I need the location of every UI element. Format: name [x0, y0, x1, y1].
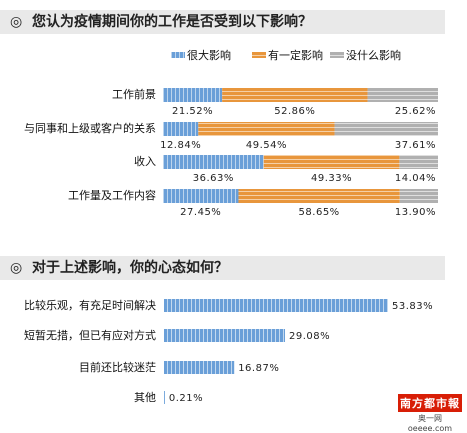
stacked-bar-segment [222, 88, 368, 102]
data-label: 25.62% [395, 106, 436, 117]
category-label: 短暂无措，但已有应对方式 [24, 328, 156, 342]
category-label: 其他 [134, 391, 156, 404]
data-label: 27.45% [180, 207, 221, 218]
data-label: 49.54% [246, 140, 287, 151]
data-label: 37.61% [395, 140, 436, 151]
category-label: 比较乐观，有充足时间解决 [24, 298, 156, 312]
data-label: 21.52% [172, 106, 213, 117]
mindset-bar [164, 299, 388, 312]
section-title-mindset: ◎ 对于上述影响，你的心态如何？ [0, 256, 445, 280]
stacked-bar-segment [334, 122, 438, 136]
data-label: 12.84% [160, 140, 201, 151]
data-label: 36.63% [193, 173, 234, 184]
category-label: 与同事和上级或客户的关系 [24, 121, 156, 135]
legend-label: 很大影响 [187, 48, 231, 62]
stacked-bar-segment [163, 155, 264, 169]
circle-bullet-icon: ◎ [10, 260, 23, 276]
mindset-bar [164, 391, 165, 404]
stacked-bar-segment [367, 88, 438, 102]
data-label: 53.83% [392, 301, 433, 312]
category-label: 目前还比较迷茫 [79, 360, 156, 374]
mindset-bar [164, 361, 235, 374]
legend-label: 有一定影响 [268, 48, 323, 62]
data-label: 14.04% [395, 173, 436, 184]
section-title-impact-text: 您认为疫情期间你的工作是否受到以下影响？ [32, 14, 312, 30]
category-label: 工作量及工作内容 [68, 188, 156, 202]
category-label: 工作前景 [112, 87, 156, 101]
stacked-bar-segment [399, 189, 438, 203]
stacked-bar-segment [163, 189, 239, 203]
data-label: 52.86% [274, 106, 315, 117]
section-title-mindset-text: 对于上述影响，你的心态如何？ [32, 260, 228, 276]
circle-bullet-icon: ◎ [10, 14, 23, 30]
stacked-bar-segment [399, 155, 438, 169]
data-label: 58.65% [299, 207, 340, 218]
mindset-bar [164, 329, 286, 342]
section-title-impact: ◎ 您认为疫情期间你的工作是否受到以下影响？ [0, 10, 445, 34]
stacked-bar-segment [263, 155, 400, 169]
logo-main-text: 南方都市報 [398, 394, 462, 412]
stacked-bar-segment [163, 88, 223, 102]
stacked-bar-segment [163, 122, 199, 136]
legend-label: 没什么影响 [346, 49, 401, 62]
stacked-bar-segment [198, 122, 335, 136]
newspaper-logo: 南方都市報 奥一网oeeee.com [396, 392, 464, 433]
legend-swatch [330, 52, 344, 58]
data-label: 29.08% [289, 331, 330, 342]
logo-sub-text: 奥一网oeeee.com [407, 414, 453, 433]
data-label: 16.87% [238, 363, 279, 374]
data-label: 13.90% [395, 207, 436, 218]
stacked-bar-segment [238, 189, 400, 203]
legend-swatch [252, 52, 266, 58]
legend-swatch [171, 52, 185, 58]
data-label: 49.33% [311, 173, 352, 184]
category-label: 收入 [134, 154, 156, 168]
data-label: 0.21% [169, 393, 203, 404]
